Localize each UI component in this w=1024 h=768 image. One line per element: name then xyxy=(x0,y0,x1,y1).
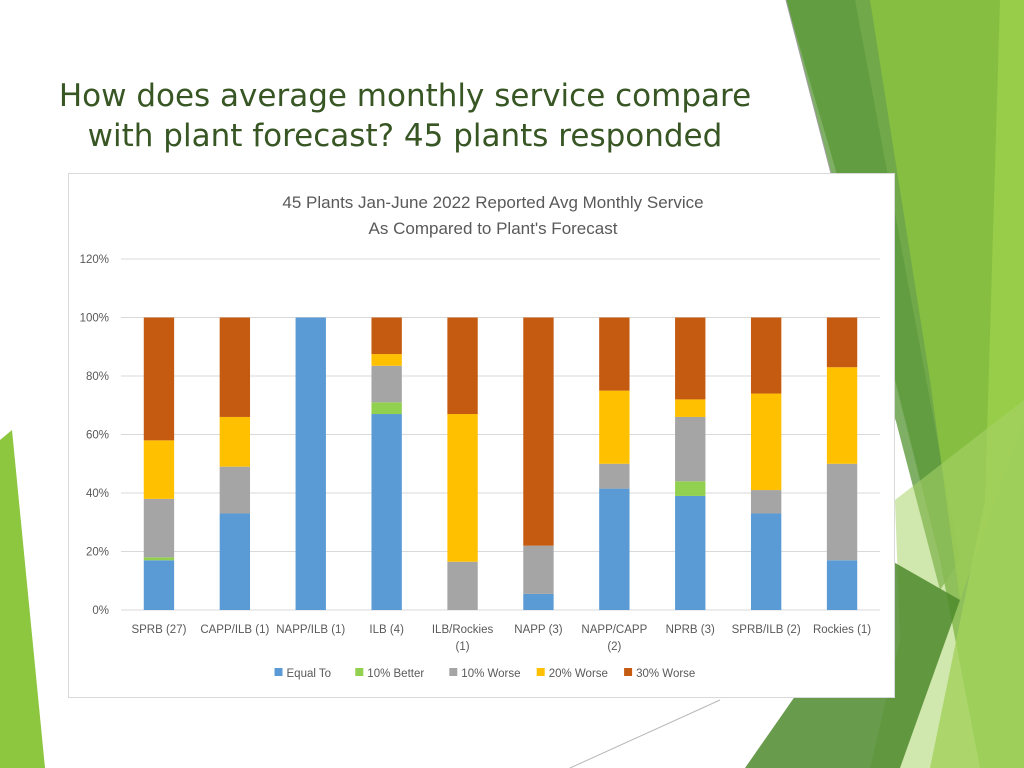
bar-segment xyxy=(447,317,478,415)
bar-segment xyxy=(371,402,402,415)
legend-swatch xyxy=(274,668,283,676)
y-tick-label: 80% xyxy=(86,371,109,383)
y-tick-label: 60% xyxy=(86,430,109,442)
bar-segment xyxy=(143,440,175,499)
y-tick-label: 120% xyxy=(80,254,109,266)
bar-segment xyxy=(371,414,402,610)
bar-segment xyxy=(523,593,554,610)
bar-segment xyxy=(675,416,706,482)
bar-segment xyxy=(371,317,402,355)
bar-segment xyxy=(371,365,402,403)
legend-swatch xyxy=(449,668,458,676)
x-category-label: Rockies (1) xyxy=(813,624,871,636)
bar-segment xyxy=(143,560,175,610)
y-tick-label: 20% xyxy=(86,547,109,559)
legend-label: 20% Worse xyxy=(549,668,608,680)
bar-segment xyxy=(599,317,630,391)
legend-label: 10% Better xyxy=(367,668,424,680)
legend-label: 30% Worse xyxy=(636,668,695,680)
bar-segment xyxy=(675,481,706,496)
bar-segment xyxy=(750,393,782,491)
bar-segment xyxy=(826,317,858,368)
bar-segment xyxy=(143,317,175,441)
x-category-label: ILB (4) xyxy=(369,624,404,636)
x-category-label: NAPP/ILB (1) xyxy=(276,624,345,636)
bar-segment xyxy=(750,317,782,394)
chart-title-line-2: As Compared to Plant's Forecast xyxy=(369,219,618,238)
stacked-bar-chart: 45 Plants Jan-June 2022 Reported Avg Mon… xyxy=(80,193,880,680)
bar-segment xyxy=(219,317,251,417)
legend-swatch xyxy=(624,668,633,676)
x-category-label: SPRB (27) xyxy=(131,624,186,636)
legend-label: Equal To xyxy=(287,668,332,680)
bar-segment xyxy=(295,317,326,610)
slide-title-line-2: with plant forecast? 45 plants responded xyxy=(87,118,723,154)
x-category-label: (2) xyxy=(607,641,621,653)
x-category-label: NPRB (3) xyxy=(666,624,715,636)
bar-segment xyxy=(599,390,630,464)
bar-segment xyxy=(826,367,858,464)
legend-label: 10% Worse xyxy=(461,668,520,680)
bars xyxy=(143,317,858,610)
bar-segment xyxy=(599,488,630,610)
y-axis-ticks: 0% 20% 40% 60% 80% 100% 120% xyxy=(80,254,109,617)
slide-title-line-1: How does average monthly service compare xyxy=(58,78,752,114)
bar-segment xyxy=(599,463,630,489)
bar-segment xyxy=(675,317,706,400)
bar-segment xyxy=(219,513,251,610)
chart-container: 45 Plants Jan-June 2022 Reported Avg Mon… xyxy=(68,173,895,698)
bar-segment xyxy=(447,414,478,562)
y-tick-label: 100% xyxy=(80,313,109,325)
bar-segment xyxy=(143,557,175,561)
bar-segment xyxy=(750,513,782,610)
bar-segment xyxy=(447,561,478,610)
x-category-label: CAPP/ILB (1) xyxy=(200,624,269,636)
legend-swatch xyxy=(355,668,364,676)
slide-title: How does average monthly service compare… xyxy=(40,76,770,156)
bar-segment xyxy=(371,354,402,366)
legend-swatch xyxy=(536,668,545,676)
chart-title-line-1: 45 Plants Jan-June 2022 Reported Avg Mon… xyxy=(282,193,703,212)
bar-segment xyxy=(826,463,858,561)
bar-segment xyxy=(143,498,175,558)
x-category-label: (1) xyxy=(456,641,470,653)
bar-segment xyxy=(523,545,554,594)
bar-segment xyxy=(523,317,554,546)
legend: Equal To 10% Better 10% Worse 20% Worse 30% … xyxy=(274,668,695,680)
y-tick-label: 0% xyxy=(92,605,109,617)
x-category-label: SPRB/ILB (2) xyxy=(732,624,801,636)
x-category-label: NAPP/CAPP xyxy=(581,624,647,636)
y-tick-label: 40% xyxy=(86,488,109,500)
bar-segment xyxy=(750,490,782,514)
x-category-label: ILB/Rockies xyxy=(432,624,494,636)
x-category-label: NAPP (3) xyxy=(514,624,563,636)
bar-segment xyxy=(675,495,706,610)
bar-segment xyxy=(219,416,251,467)
bar-segment xyxy=(675,399,706,417)
bar-segment xyxy=(826,560,858,610)
bar-segment xyxy=(219,466,251,514)
x-axis-categories: SPRB (27) CAPP/ILB (1) NAPP/ILB (1) ILB (4)… xyxy=(131,624,871,653)
